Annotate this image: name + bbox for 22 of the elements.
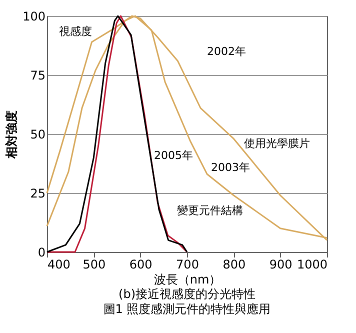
text: 圖1 照度感測元件的特性與應用 — [103, 302, 271, 316]
y-tick-label: 100 — [22, 10, 46, 24]
text: (b)接近視感度的分光特性 — [118, 287, 256, 301]
x-tick-label: 1000 — [296, 258, 328, 272]
y-axis-title: 相対強度 — [4, 110, 19, 160]
annotation: 變更元件結構 — [177, 204, 243, 217]
annotation: 2002年 — [207, 45, 246, 58]
annotation: 視感度 — [59, 25, 92, 38]
annotation: 使用光學膜片 — [244, 137, 310, 150]
x-tick-label: 400 — [48, 258, 70, 272]
y-tick-label: 75 — [30, 68, 46, 82]
y-tick-label: 0 — [38, 246, 46, 260]
x-tick-label: 500 — [82, 258, 106, 272]
y-tick-label: 25 — [30, 186, 46, 200]
x-tick-label: 800 — [222, 258, 246, 272]
x-axis-title: 波長（nm） — [154, 272, 222, 286]
y-tick-label: 50 — [30, 128, 46, 142]
x-tick-label: 600 — [129, 258, 152, 272]
annotation: 2003年 — [211, 161, 250, 174]
x-tick-label: 700 — [176, 258, 199, 272]
annotation: 2005年 — [154, 149, 193, 162]
x-tick-label: 900 — [269, 258, 292, 272]
